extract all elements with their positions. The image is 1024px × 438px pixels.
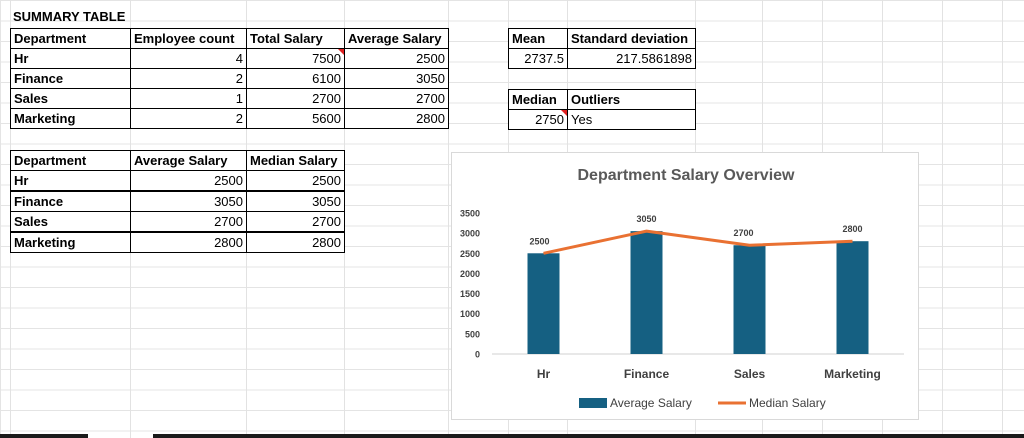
x-tick-label: Marketing [824,367,881,381]
summary-cell-total-salary[interactable]: 2700 [246,88,345,109]
chart-svg: Department Salary Overview 0 500 1000 1500 20… [460,167,904,410]
compare-header-department[interactable]: Department [10,150,131,171]
bar-average-salary [733,245,766,354]
outliers-value[interactable]: Yes [567,109,696,130]
compare-cell-department[interactable]: Hr [10,170,131,191]
summary-cell-department[interactable]: Hr [10,48,131,69]
taskbar-segment [0,434,88,438]
column-gridline [942,0,943,438]
summary-cell-total-salary[interactable]: 5600 [246,108,345,129]
outliers-label[interactable]: Outliers [567,89,696,110]
compare-cell-median-salary[interactable]: 2800 [246,232,345,253]
summary-cell-average-salary[interactable]: 3050 [344,68,449,89]
summary-cell-department[interactable]: Sales [10,88,131,109]
summary-cell-employee-count[interactable]: 1 [130,88,247,109]
legend-label-median-salary: Median Salary [749,396,826,410]
summary-cell-total-salary-value: 7500 [312,51,341,66]
compare-cell-average-salary[interactable]: 3050 [130,191,247,212]
bar-average-salary [630,231,663,354]
taskbar-segment [153,434,1024,438]
compare-cell-median-salary[interactable]: 2500 [246,170,345,191]
summary-header-department[interactable]: Department [10,28,131,49]
y-tick-label: 3500 [460,209,480,219]
compare-cell-average-salary[interactable]: 2500 [130,170,247,191]
compare-cell-department[interactable]: Finance [10,191,131,212]
summary-cell-average-salary[interactable]: 2700 [344,88,449,109]
column-gridline [1002,0,1003,438]
y-tick-label: 1500 [460,289,480,299]
y-tick-label: 2000 [460,269,480,279]
y-tick-label: 2500 [460,249,480,259]
comment-marker-icon[interactable] [561,110,567,116]
column-gridline [448,0,449,438]
data-label: 2800 [842,224,862,234]
summary-header-employee-count[interactable]: Employee count [130,28,247,49]
compare-cell-department[interactable]: Marketing [10,232,131,253]
summary-header-average-salary[interactable]: Average Salary [344,28,449,49]
median-value[interactable]: 2750 [508,109,568,130]
compare-cell-average-salary[interactable]: 2800 [130,232,247,253]
compare-cell-median-salary[interactable]: 2700 [246,211,345,232]
chart-title: Department Salary Overview [578,167,796,184]
std-value[interactable]: 217.5861898 [567,48,696,69]
summary-cell-employee-count[interactable]: 2 [130,108,247,129]
summary-cell-employee-count[interactable]: 2 [130,68,247,89]
data-label: 2500 [529,236,549,246]
summary-cell-department[interactable]: Finance [10,68,131,89]
summary-cell-department[interactable]: Marketing [10,108,131,129]
std-label[interactable]: Standard deviation [567,28,696,49]
comment-marker-icon[interactable] [338,49,344,55]
legend-swatch-average-salary [579,398,607,408]
bar-average-salary [527,253,560,354]
x-tick-label: Finance [624,367,670,381]
data-label: 2700 [733,228,753,238]
summary-cell-total-salary[interactable]: 7500 [246,48,345,69]
compare-cell-department[interactable]: Sales [10,211,131,232]
y-tick-label: 3000 [460,229,480,239]
data-label: 3050 [636,214,656,224]
median-label[interactable]: Median [508,89,568,110]
bar-average-salary [836,241,869,354]
y-tick-label: 500 [465,329,480,339]
x-tick-label: Sales [734,367,766,381]
compare-header-median-salary[interactable]: Median Salary [246,150,345,171]
compare-header-average-salary[interactable]: Average Salary [130,150,247,171]
median-value-text: 2750 [535,112,564,127]
mean-value[interactable]: 2737.5 [508,48,568,69]
mean-label[interactable]: Mean [508,28,568,49]
compare-cell-average-salary[interactable]: 2700 [130,211,247,232]
y-tick-label: 0 [475,350,480,360]
x-tick-label: Hr [537,367,551,381]
summary-cell-average-salary[interactable]: 2500 [344,48,449,69]
line-median-salary [543,229,853,255]
compare-cell-median-salary[interactable]: 3050 [246,191,345,212]
summary-table-title: SUMMARY TABLE [13,9,126,24]
summary-cell-employee-count[interactable]: 4 [130,48,247,69]
summary-cell-total-salary[interactable]: 6100 [246,68,345,89]
summary-cell-average-salary[interactable]: 2800 [344,108,449,129]
department-salary-chart[interactable]: Department Salary Overview 0 500 1000 1500 20… [451,152,919,420]
summary-header-total-salary[interactable]: Total Salary [246,28,345,49]
legend-label-average-salary: Average Salary [610,396,692,410]
y-tick-label: 1000 [460,309,480,319]
